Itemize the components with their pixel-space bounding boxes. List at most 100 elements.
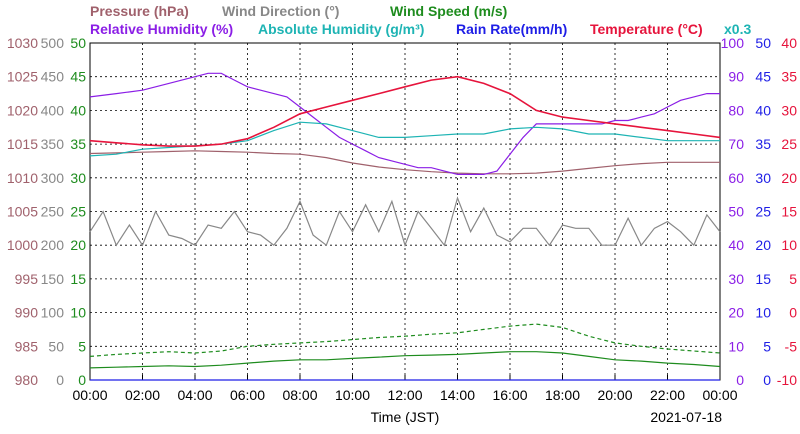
y-tick-wind-direction: 350 xyxy=(41,136,65,152)
legend-wind-speed: Wind Speed (m/s) xyxy=(390,3,507,19)
y-tick-humidity: 20 xyxy=(728,305,744,321)
x-tick-label: 22:00 xyxy=(650,387,685,403)
x-tick-label: 16:00 xyxy=(492,387,527,403)
legend-wind-direction: Wind Direction (°) xyxy=(222,3,339,19)
legend-pressure: Pressure (hPa) xyxy=(90,3,189,19)
y-tick-wind-speed: 15 xyxy=(70,271,86,287)
y-tick-temperature: 40 xyxy=(781,35,797,51)
y-axes: 1030102510201015101010051000995990985980… xyxy=(7,35,797,388)
y-tick-wind-direction: 50 xyxy=(48,338,64,354)
y-tick-wind-direction: 100 xyxy=(41,305,65,321)
y-tick-temperature: -5 xyxy=(785,338,798,354)
y-tick-humidity: 10 xyxy=(728,338,744,354)
series-wind-direction xyxy=(89,196,721,248)
grid xyxy=(90,43,720,380)
series-pressure-hpa xyxy=(89,150,720,175)
y-tick-pressure: 1030 xyxy=(7,35,38,51)
y-tick-rain: 10 xyxy=(755,305,771,321)
y-tick-humidity: 50 xyxy=(728,204,744,220)
y-tick-humidity: 40 xyxy=(728,237,744,253)
y-tick-wind-speed: 45 xyxy=(70,69,86,85)
y-tick-wind-speed: 5 xyxy=(78,338,86,354)
y-tick-wind-speed: 20 xyxy=(70,237,86,253)
series-wind-speed-gust-m-s xyxy=(89,323,721,357)
legend-absolute-humidity: Absolute Humidity (g/m³) xyxy=(258,21,424,37)
y-tick-wind-speed: 50 xyxy=(70,35,86,51)
y-tick-humidity: 60 xyxy=(728,170,744,186)
y-tick-wind-direction: 400 xyxy=(41,102,65,118)
y-tick-rain: 5 xyxy=(763,338,771,354)
y-tick-temperature: 0 xyxy=(789,305,797,321)
y-tick-temperature: 10 xyxy=(781,237,797,253)
y-tick-humidity: 80 xyxy=(728,102,744,118)
legend-temperature: Temperature (°C) xyxy=(590,21,703,37)
x-tick-label: 00:00 xyxy=(72,387,107,403)
x-axis-label: Time (JST) xyxy=(371,409,440,425)
x-tick-label: 04:00 xyxy=(177,387,212,403)
series-relative-humidity xyxy=(89,72,720,175)
y-tick-humidity: 100 xyxy=(721,35,745,51)
y-tick-wind-direction: 150 xyxy=(41,271,65,287)
y-tick-temperature: 20 xyxy=(781,170,797,186)
y-tick-wind-direction: 200 xyxy=(41,237,65,253)
legend-rain-rate: Rain Rate(mm/h) xyxy=(456,21,567,37)
y-tick-wind-speed: 35 xyxy=(70,136,86,152)
x-tick-label: 14:00 xyxy=(440,387,475,403)
y-tick-wind-speed: 0 xyxy=(78,372,86,388)
y-tick-pressure: 980 xyxy=(15,372,39,388)
x-tick-label: 00:00 xyxy=(702,387,737,403)
y-tick-temperature: 30 xyxy=(781,102,797,118)
y-tick-wind-speed: 10 xyxy=(70,305,86,321)
series-wind-speed-m-s xyxy=(89,351,721,369)
y-tick-rain: 35 xyxy=(755,136,771,152)
y-tick-pressure: 985 xyxy=(15,338,39,354)
x-tick-label: 18:00 xyxy=(545,387,580,403)
y-tick-pressure: 1005 xyxy=(7,204,38,220)
y-tick-wind-direction: 450 xyxy=(41,69,65,85)
y-tick-temperature: 35 xyxy=(781,69,797,85)
y-tick-humidity: 30 xyxy=(728,271,744,287)
x-tick-label: 12:00 xyxy=(387,387,422,403)
x-tick-label: 08:00 xyxy=(282,387,317,403)
y-tick-pressure: 990 xyxy=(15,305,39,321)
y-tick-pressure: 1015 xyxy=(7,136,38,152)
y-tick-temperature: 15 xyxy=(781,204,797,220)
y-tick-rain: 45 xyxy=(755,69,771,85)
y-tick-wind-direction: 250 xyxy=(41,204,65,220)
y-tick-humidity: 90 xyxy=(728,69,744,85)
y-tick-wind-direction: 500 xyxy=(41,35,65,51)
y-tick-rain: 40 xyxy=(755,102,771,118)
x-tick-label: 20:00 xyxy=(597,387,632,403)
y-tick-rain: 15 xyxy=(755,271,771,287)
series-temperature-c xyxy=(89,75,721,147)
x-tick-label: 10:00 xyxy=(335,387,370,403)
y-tick-rain: 30 xyxy=(755,170,771,186)
y-tick-pressure: 995 xyxy=(15,271,39,287)
y-tick-rain: 20 xyxy=(755,237,771,253)
y-tick-wind-direction: 0 xyxy=(56,372,64,388)
y-tick-pressure: 1025 xyxy=(7,69,38,85)
y-tick-pressure: 1000 xyxy=(7,237,38,253)
x-axis: 00:00 02:00 04:00 06:00 08:00 10:00 12:00 14:00… xyxy=(72,375,738,403)
y-tick-rain: 0 xyxy=(763,372,771,388)
series-group xyxy=(89,72,721,381)
y-tick-humidity: 70 xyxy=(728,136,744,152)
y-tick-temperature: 25 xyxy=(781,136,797,152)
y-tick-wind-direction: 300 xyxy=(41,170,65,186)
y-tick-wind-speed: 40 xyxy=(70,102,86,118)
x-tick-label: 06:00 xyxy=(230,387,265,403)
abs-humidity-scale-label: x0.3 xyxy=(724,21,751,37)
y-tick-wind-speed: 30 xyxy=(70,170,86,186)
date-label: 2021-07-18 xyxy=(650,409,722,425)
y-tick-pressure: 1020 xyxy=(7,102,38,118)
y-tick-temperature: 5 xyxy=(789,271,797,287)
y-tick-rain: 25 xyxy=(755,204,771,220)
legend-relative-humidity: Relative Humidity (%) xyxy=(90,21,233,37)
y-tick-pressure: 1010 xyxy=(7,170,38,186)
y-tick-rain: 50 xyxy=(755,35,771,51)
x-tick-label: 02:00 xyxy=(125,387,160,403)
y-tick-temperature: -10 xyxy=(777,372,797,388)
y-tick-humidity: 0 xyxy=(736,372,744,388)
y-tick-wind-speed: 25 xyxy=(70,204,86,220)
